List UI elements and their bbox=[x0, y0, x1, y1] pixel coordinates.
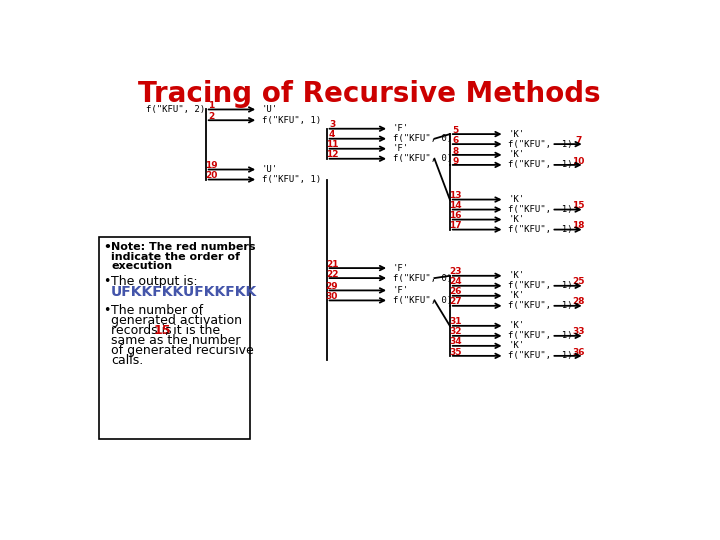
Text: The output is:: The output is: bbox=[111, 275, 198, 288]
Text: 'K': 'K' bbox=[508, 195, 524, 204]
Text: 1: 1 bbox=[208, 101, 215, 110]
Text: 4: 4 bbox=[329, 130, 336, 139]
Text: 9: 9 bbox=[452, 157, 459, 166]
Text: •: • bbox=[104, 275, 111, 288]
Text: f("KFU", -1): f("KFU", -1) bbox=[508, 140, 573, 149]
Text: 33: 33 bbox=[572, 327, 585, 336]
Text: 10: 10 bbox=[572, 157, 585, 166]
Text: Tracing of Recursive Methods: Tracing of Recursive Methods bbox=[138, 80, 600, 108]
Text: f("KFU", -1): f("KFU", -1) bbox=[508, 352, 573, 360]
Text: 'K': 'K' bbox=[508, 215, 524, 224]
Text: 'F': 'F' bbox=[393, 264, 409, 273]
Text: 34: 34 bbox=[449, 338, 462, 347]
Text: 36: 36 bbox=[572, 348, 585, 356]
Text: f("KFU", 0): f("KFU", 0) bbox=[393, 154, 452, 163]
Text: 18: 18 bbox=[572, 221, 585, 230]
Text: 8: 8 bbox=[452, 146, 459, 156]
Text: 28: 28 bbox=[572, 298, 585, 307]
Text: indicate the order of: indicate the order of bbox=[111, 252, 240, 261]
Text: generated activation: generated activation bbox=[111, 314, 242, 327]
Text: 27: 27 bbox=[449, 298, 462, 307]
Text: 2: 2 bbox=[208, 112, 215, 121]
Text: 23: 23 bbox=[449, 267, 462, 276]
Text: 15: 15 bbox=[572, 201, 585, 210]
Text: •: • bbox=[104, 241, 111, 254]
Text: execution: execution bbox=[111, 261, 172, 271]
Text: same as the number: same as the number bbox=[111, 334, 240, 347]
Text: •: • bbox=[104, 304, 111, 317]
Text: 30: 30 bbox=[326, 292, 338, 301]
Text: f("KFU", -1): f("KFU", -1) bbox=[508, 281, 573, 291]
Text: The number of: The number of bbox=[111, 304, 203, 317]
Text: 19: 19 bbox=[204, 161, 217, 170]
Text: 'F': 'F' bbox=[393, 124, 409, 133]
Text: 7: 7 bbox=[575, 136, 582, 145]
Text: 'F': 'F' bbox=[393, 144, 409, 153]
Text: 22: 22 bbox=[325, 270, 338, 279]
Text: f("KFU", 0): f("KFU", 0) bbox=[393, 134, 452, 143]
Text: 'K': 'K' bbox=[508, 321, 524, 330]
Text: f("KFU", -1): f("KFU", -1) bbox=[508, 332, 573, 340]
Text: f("KFU", 1): f("KFU", 1) bbox=[262, 175, 321, 184]
Text: 3: 3 bbox=[329, 120, 336, 130]
Text: records is: records is bbox=[111, 324, 176, 337]
Text: 6: 6 bbox=[452, 136, 459, 145]
Text: 35: 35 bbox=[449, 348, 462, 356]
Text: 'K': 'K' bbox=[508, 271, 524, 280]
Text: f("KFU", 0): f("KFU", 0) bbox=[393, 296, 452, 305]
Text: 17: 17 bbox=[449, 221, 462, 230]
Text: f("KFU", 0): f("KFU", 0) bbox=[393, 274, 452, 282]
Text: 'K': 'K' bbox=[508, 291, 524, 300]
Text: f("KFU", 2): f("KFU", 2) bbox=[145, 105, 204, 114]
Text: 'K': 'K' bbox=[508, 151, 524, 159]
Text: 11: 11 bbox=[325, 140, 338, 150]
Text: 15: 15 bbox=[153, 324, 171, 337]
Text: 'K': 'K' bbox=[508, 130, 524, 139]
Text: UFKKFKKUFKKFKK: UFKKFKKUFKKFKK bbox=[111, 285, 257, 299]
Text: 16: 16 bbox=[449, 211, 462, 220]
Text: calls.: calls. bbox=[111, 354, 143, 367]
Text: 20: 20 bbox=[205, 171, 217, 180]
Text: 'K': 'K' bbox=[508, 341, 524, 350]
Text: 25: 25 bbox=[572, 278, 585, 286]
Text: 13: 13 bbox=[449, 191, 462, 200]
Text: Note: The red numbers: Note: The red numbers bbox=[111, 242, 256, 252]
Text: 14: 14 bbox=[449, 201, 462, 210]
Text: f("KFU", -1): f("KFU", -1) bbox=[508, 225, 573, 234]
Text: 26: 26 bbox=[449, 287, 462, 296]
Text: 'U': 'U' bbox=[262, 105, 278, 114]
Text: f("KFU", -1): f("KFU", -1) bbox=[508, 205, 573, 214]
Text: 21: 21 bbox=[325, 260, 338, 269]
Text: of generated recursive: of generated recursive bbox=[111, 344, 254, 357]
Text: f("KFU", -1): f("KFU", -1) bbox=[508, 301, 573, 310]
Text: ; it is the: ; it is the bbox=[165, 324, 220, 337]
Text: 'U': 'U' bbox=[262, 165, 278, 174]
Text: 31: 31 bbox=[449, 318, 462, 327]
Text: f("KFU", 1): f("KFU", 1) bbox=[262, 116, 321, 125]
Text: 24: 24 bbox=[449, 278, 462, 286]
Text: 12: 12 bbox=[325, 151, 338, 159]
Text: 32: 32 bbox=[449, 327, 462, 336]
Text: 29: 29 bbox=[325, 282, 338, 291]
Text: 'F': 'F' bbox=[393, 286, 409, 295]
FancyBboxPatch shape bbox=[99, 237, 251, 439]
Text: f("KFU", -1): f("KFU", -1) bbox=[508, 160, 573, 170]
Text: 5: 5 bbox=[452, 126, 459, 135]
